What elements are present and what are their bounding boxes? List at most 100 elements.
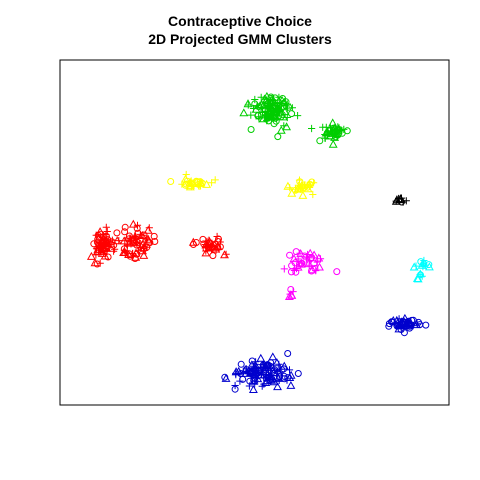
data-point xyxy=(121,237,129,245)
data-point xyxy=(277,101,286,109)
data-point xyxy=(284,350,292,357)
data-point xyxy=(121,223,129,231)
data-point xyxy=(258,114,268,123)
data-point xyxy=(133,224,141,232)
data-point xyxy=(319,123,327,131)
data-point xyxy=(140,245,148,253)
data-point xyxy=(102,223,110,231)
data-point xyxy=(280,375,288,383)
data-point xyxy=(294,112,302,120)
data-point xyxy=(246,367,255,376)
data-point xyxy=(249,376,259,385)
data-point xyxy=(284,291,294,300)
data-point xyxy=(394,320,404,329)
data-point xyxy=(221,373,229,381)
data-point xyxy=(266,109,274,117)
data-point xyxy=(239,108,249,117)
data-point xyxy=(251,104,261,113)
data-point xyxy=(321,130,329,139)
data-point xyxy=(132,233,140,241)
data-point xyxy=(417,258,425,266)
data-point xyxy=(256,353,266,362)
data-point xyxy=(255,367,263,375)
data-point xyxy=(422,321,430,329)
data-point xyxy=(298,259,306,267)
data-point xyxy=(209,252,217,260)
data-point xyxy=(392,197,400,205)
data-point xyxy=(237,360,245,368)
data-point xyxy=(268,352,278,361)
data-point xyxy=(120,246,128,254)
data-point xyxy=(143,225,153,234)
data-point xyxy=(303,184,313,193)
data-point xyxy=(93,246,102,255)
data-point xyxy=(250,364,258,372)
data-point xyxy=(103,238,113,247)
data-point xyxy=(103,227,111,236)
data-point xyxy=(90,258,100,267)
data-point xyxy=(112,236,122,245)
data-point xyxy=(150,232,158,240)
data-point xyxy=(251,95,259,104)
data-point xyxy=(94,231,102,239)
data-point xyxy=(288,110,296,118)
data-point xyxy=(199,235,207,243)
data-point xyxy=(313,258,321,266)
data-point xyxy=(247,111,255,119)
data-point xyxy=(260,94,269,103)
data-point xyxy=(183,177,191,185)
data-point xyxy=(292,186,299,194)
data-point xyxy=(257,100,267,108)
data-point xyxy=(310,179,318,187)
data-point xyxy=(286,251,294,259)
data-point xyxy=(409,262,419,271)
data-point xyxy=(232,369,240,377)
data-point xyxy=(331,126,339,135)
data-point xyxy=(107,240,115,248)
data-point xyxy=(104,253,112,261)
data-point xyxy=(292,248,300,256)
data-point xyxy=(259,103,269,112)
data-point xyxy=(236,377,244,385)
data-point xyxy=(187,178,197,187)
data-point xyxy=(247,126,255,133)
data-point xyxy=(127,240,135,248)
data-point xyxy=(252,358,260,366)
data-point xyxy=(307,255,315,262)
data-point xyxy=(388,315,398,324)
data-point xyxy=(269,367,279,376)
data-point xyxy=(267,94,275,102)
data-point xyxy=(279,361,289,370)
data-point xyxy=(220,250,229,259)
data-point xyxy=(139,250,149,259)
data-point xyxy=(181,174,190,183)
data-point xyxy=(308,178,316,186)
data-point xyxy=(278,111,286,119)
data-point xyxy=(406,324,414,332)
data-point xyxy=(204,242,212,250)
data-point xyxy=(96,259,104,267)
data-point xyxy=(99,233,107,241)
data-point xyxy=(248,384,258,393)
data-point xyxy=(113,229,121,237)
data-point xyxy=(303,181,311,190)
data-point xyxy=(296,184,303,192)
data-point xyxy=(280,265,288,273)
data-point xyxy=(275,360,283,368)
data-point xyxy=(286,380,296,389)
data-point xyxy=(294,370,302,377)
data-point xyxy=(97,241,105,249)
data-point xyxy=(326,130,334,138)
data-point xyxy=(425,261,433,269)
data-point xyxy=(245,382,253,390)
data-point xyxy=(262,372,270,380)
data-point xyxy=(291,259,299,267)
data-point xyxy=(167,178,175,185)
data-point xyxy=(412,320,421,329)
data-point xyxy=(314,253,324,262)
chart-subtitle: 2D Projected GMM Clusters xyxy=(148,31,332,47)
data-point xyxy=(408,316,416,324)
data-point xyxy=(260,380,268,388)
data-point xyxy=(129,250,137,258)
data-point xyxy=(273,382,282,391)
